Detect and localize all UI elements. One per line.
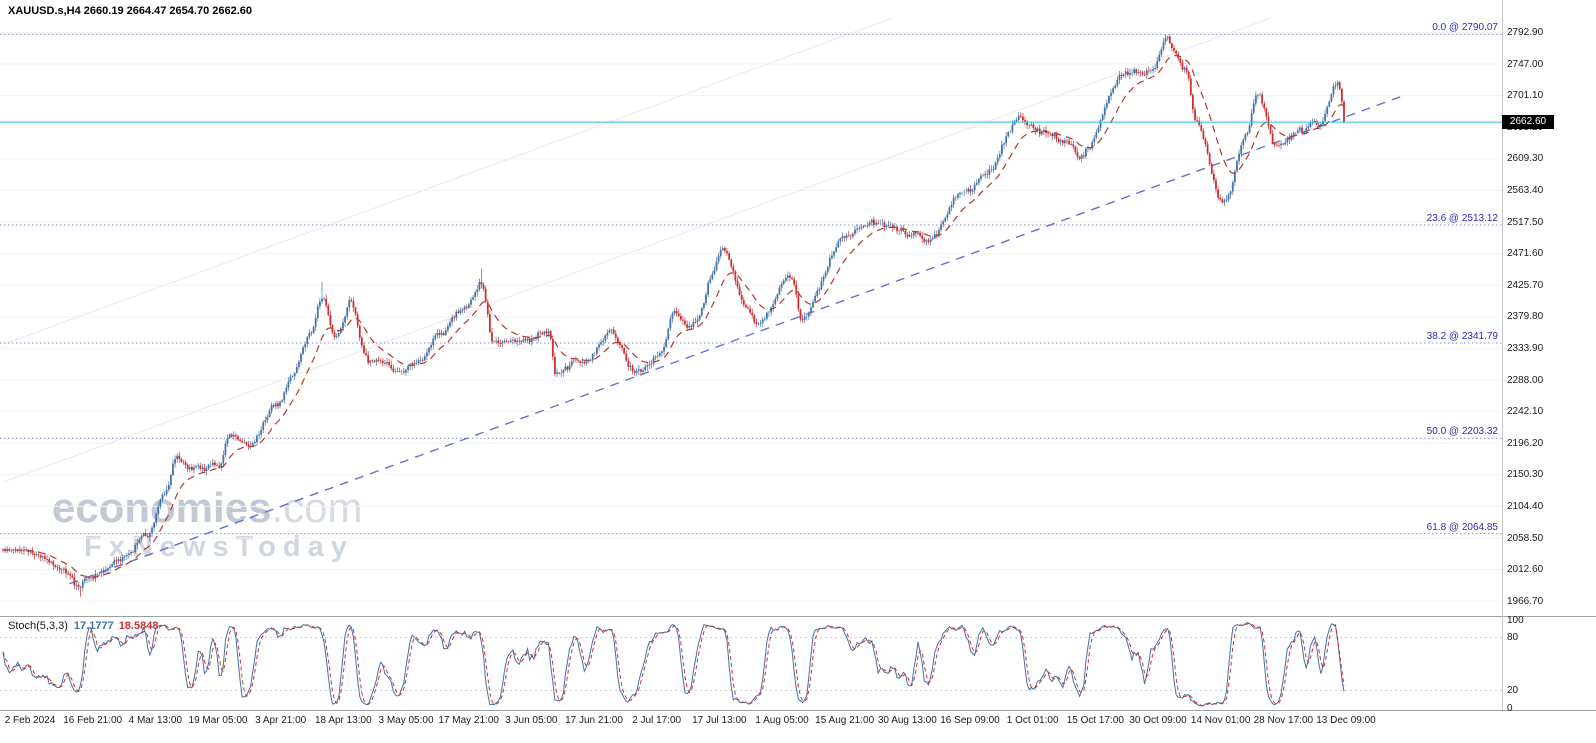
time-axis-label: 16 Feb 21:00	[63, 715, 123, 726]
time-axis[interactable]: 2 Feb 2024 16 Feb 21:00 4 Mar 13:00 19 Mar …	[0, 713, 1596, 731]
time-axis-label: 2 Feb 2024	[4, 715, 56, 726]
price-axis-label: 2747.00	[1507, 58, 1544, 70]
stoch-axis-label: 20	[1507, 684, 1519, 696]
time-axis-label: 18 Apr 13:00	[314, 715, 372, 726]
stoch-indicator-label: Stoch(5,3,3) 17.1777 18.5848	[8, 620, 158, 632]
time-axis-label: 30 Aug 13:00	[877, 715, 937, 726]
stoch-d-line	[2, 622, 1345, 707]
price-axis-label: 2242.10	[1507, 406, 1544, 418]
stoch-name: Stoch(5,3,3)	[8, 620, 68, 632]
symbol-ohlc-label: XAUUSD.s,H4 2660.19 2664.47 2654.70 2662…	[8, 5, 253, 17]
time-axis-label: 28 Nov 17:00	[1253, 715, 1314, 726]
time-axis-label: 19 Mar 05:00	[188, 715, 248, 726]
time-axis-label: 1 Oct 01:00	[1006, 715, 1059, 726]
price-axis-label: 2563.40	[1507, 184, 1544, 196]
time-axis-label: 3 Jun 05:00	[505, 715, 558, 726]
time-axis-label: 15 Aug 21:00	[815, 715, 875, 726]
price-axis-label: 1966.70	[1507, 595, 1544, 607]
price-axis-label: 2104.40	[1507, 500, 1544, 512]
trendline[interactable]	[69, 94, 1406, 585]
candlestick-series	[2, 34, 1345, 597]
price-axis-label: 2196.20	[1507, 437, 1544, 449]
price-axis-label: 2471.60	[1507, 248, 1544, 260]
time-axis-label: 3 Apr 21:00	[255, 715, 307, 726]
stoch-panel	[0, 622, 1502, 707]
price-axis-label: 2333.90	[1507, 342, 1544, 354]
price-axis-label: 2425.70	[1507, 279, 1544, 291]
time-axis-label: 14 Nov 01:00	[1190, 715, 1251, 726]
time-axis-label: 30 Oct 09:00	[1129, 715, 1187, 726]
time-axis-label: 17 May 21:00	[438, 715, 499, 726]
price-axis-label: 2379.80	[1507, 311, 1544, 323]
time-axis-label: 3 May 05:00	[378, 715, 434, 726]
price-gridlines	[0, 31, 1502, 602]
price-axis-label: 2150.30	[1507, 469, 1544, 481]
time-axis-label: 17 Jul 13:00	[692, 715, 747, 726]
price-axis-label: 2058.50	[1507, 532, 1544, 544]
price-axis-label: 2701.10	[1507, 90, 1544, 102]
channel-lines	[3, 18, 1273, 483]
stoch-k-line	[2, 622, 1345, 707]
stoch-k-value: 17.1777	[73, 620, 114, 632]
price-axis-label: 2517.50	[1507, 216, 1544, 228]
stoch-axis-label: 100	[1507, 614, 1524, 626]
price-axis-label: 2792.90	[1507, 26, 1544, 38]
time-axis-label: 13 Dec 09:00	[1316, 715, 1376, 726]
stoch-axis-label: 0	[1507, 702, 1513, 714]
price-axis-label: 2609.30	[1507, 153, 1544, 165]
stoch-axis-label: 80	[1507, 632, 1519, 644]
moving-average-line	[2, 54, 1345, 578]
time-axis-label: 2 Jul 17:00	[632, 715, 682, 726]
time-axis-label: 17 Jun 21:00	[565, 715, 623, 726]
time-axis-label: 1 Aug 05:00	[755, 715, 809, 726]
current-price-marker: 2662.60	[1502, 115, 1554, 130]
price-axis-label: 2012.60	[1507, 564, 1544, 576]
time-axis-label: 15 Oct 17:00	[1066, 715, 1124, 726]
time-axis-label: 4 Mar 13:00	[128, 715, 183, 726]
price-axis-label: 2288.00	[1507, 374, 1544, 386]
time-axis-label: 16 Sep 09:00	[940, 715, 1000, 726]
stoch-d-value: 18.5848	[118, 620, 159, 632]
